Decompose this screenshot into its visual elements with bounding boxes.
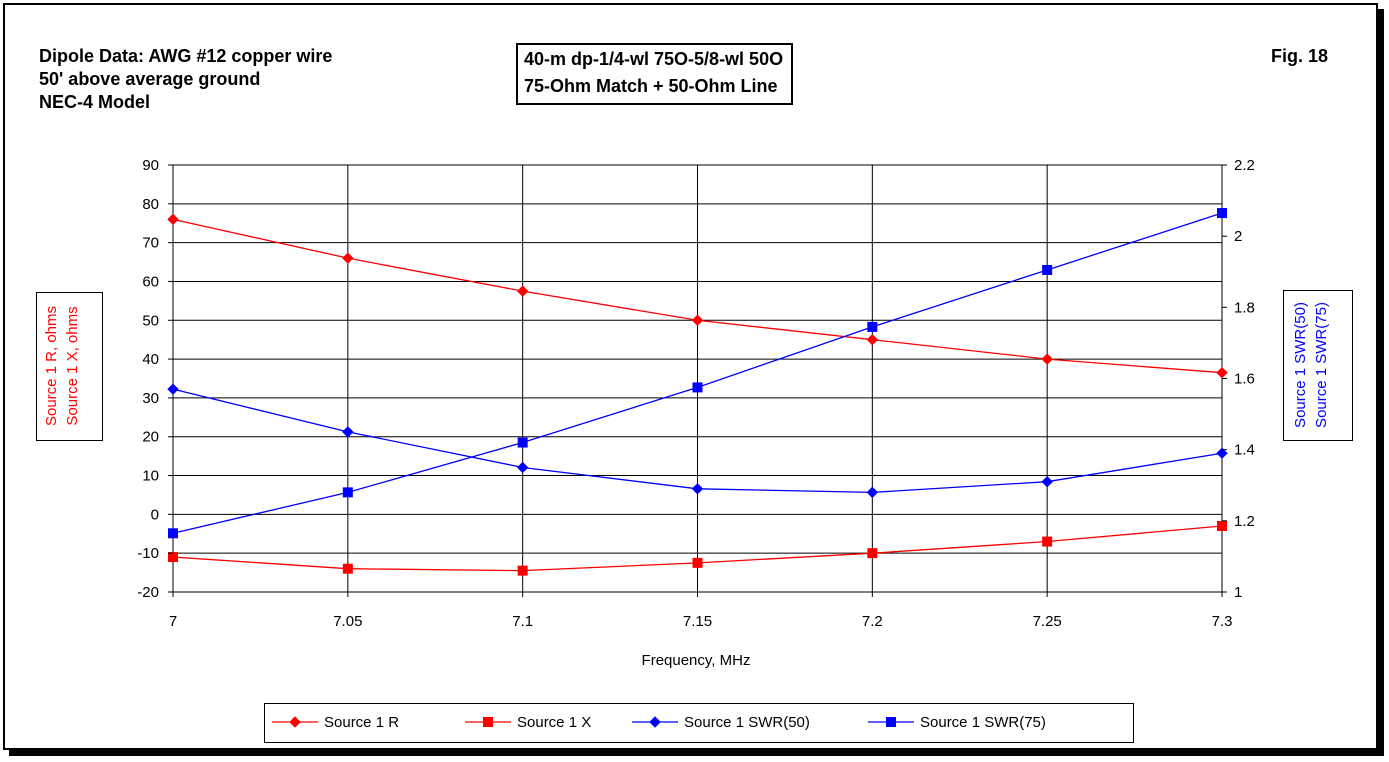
data-point	[1042, 536, 1053, 547]
data-point	[167, 213, 179, 226]
series-layer	[167, 208, 1228, 576]
tick-labels: -20 -10 0 10 20 30 40 50 60 70 80 90 1 1.2 1.4 1.6 1.8 2 2…	[137, 157, 1255, 630]
right-axis-title: Source 1 SWR(50) Source 1 SWR(75)	[1292, 302, 1330, 428]
left-tick-label: -10	[137, 545, 159, 562]
left-tick-label: -20	[137, 584, 159, 601]
data-point	[168, 528, 178, 539]
legend-item: Source 1 X	[465, 714, 591, 731]
right-tick-label: 1.2	[1234, 513, 1255, 530]
data-point	[1216, 447, 1228, 459]
right-tick-label: 1.6	[1234, 371, 1255, 388]
legend-label: Source 1 SWR(50)	[684, 714, 810, 731]
right-tick-label: 1	[1234, 584, 1242, 601]
x-tick-label: 7.15	[683, 613, 712, 630]
x-tick-label: 7.3	[1212, 613, 1233, 630]
right-tick-label: 2	[1234, 228, 1242, 245]
left-tick-label: 40	[142, 351, 159, 368]
series-source-1-swr-50	[167, 383, 1228, 499]
left-tick-label: 20	[142, 429, 159, 446]
legend: Source 1 R Source 1 X Source 1 SWR(50) Sour…	[272, 714, 1046, 731]
left-tick-label: 0	[151, 506, 159, 523]
left-axis-label-box	[36, 292, 103, 441]
right-tick-label: 1.8	[1234, 299, 1255, 316]
left-tick-label: 30	[142, 390, 159, 407]
legend-label: Source 1 R	[324, 714, 399, 731]
chart-title-box: 40-m dp-1/4-wl 75O-5/8-wl 50O 75-Ohm Mat…	[516, 43, 794, 105]
data-point	[866, 333, 879, 346]
left-tick-label: 10	[142, 468, 159, 485]
series-source-1-r	[167, 213, 1228, 379]
right-tick-label: 2.2	[1234, 157, 1255, 174]
data-point	[517, 437, 528, 448]
left-axis-label-line: Source 1 R, ohms	[43, 306, 60, 426]
data-point	[342, 563, 353, 574]
x-tick-label: 7	[169, 613, 177, 630]
data-point	[516, 461, 529, 474]
left-tick-label: 80	[142, 196, 159, 213]
x-tick-label: 7.05	[333, 613, 362, 630]
data-point	[517, 565, 528, 576]
data-point	[168, 552, 178, 563]
chart-title-line: 75-Ohm Match + 50-Ohm Line	[524, 76, 778, 96]
legend-marker	[289, 716, 301, 728]
left-tick-label: 70	[142, 235, 159, 252]
x-tick-label: 7.2	[862, 613, 883, 630]
figure-label: Fig. 18	[1270, 46, 1328, 66]
x-axis-label: Frequency, MHz	[642, 652, 751, 669]
legend-label: Source 1 SWR(75)	[920, 714, 1046, 731]
right-axis-label-line: Source 1 SWR(50)	[1292, 302, 1309, 428]
data-point	[691, 483, 704, 495]
series-source-1-swr-75	[168, 208, 1227, 539]
legend-item: Source 1 SWR(50)	[632, 714, 810, 731]
legend-marker	[483, 717, 493, 727]
data-point	[691, 314, 704, 326]
left-axis-label-line: Source 1 X, ohms	[64, 306, 81, 425]
legend-marker	[886, 717, 896, 727]
grid-lines	[172, 164, 1223, 593]
header-notes: Dipole Data: AWG #12 copper wire 50' abo…	[39, 45, 332, 114]
chart-title-line: 40-m dp-1/4-wl 75O-5/8-wl 50O	[524, 49, 784, 69]
left-tick-label: 50	[142, 312, 159, 329]
header-note-line: Dipole Data: AWG #12 copper wire	[39, 46, 333, 66]
left-axis-title: Source 1 R, ohms Source 1 X, ohms	[43, 306, 81, 426]
right-tick-label: 1.4	[1234, 442, 1255, 459]
data-point	[867, 321, 878, 332]
data-point	[342, 252, 354, 264]
data-point	[1041, 353, 1053, 365]
left-tick-label: 90	[142, 157, 159, 174]
data-point	[1042, 264, 1053, 275]
data-point	[516, 285, 529, 297]
legend-item: Source 1 R	[272, 714, 399, 731]
data-point	[867, 548, 878, 559]
data-point	[167, 383, 179, 395]
data-point	[1041, 475, 1053, 488]
right-axis-label-line: Source 1 SWR(75)	[1313, 302, 1330, 428]
x-tick-label: 7.1	[512, 613, 533, 630]
data-point	[1217, 208, 1227, 219]
data-point	[1217, 521, 1227, 532]
header-note-line: NEC-4 Model	[39, 92, 151, 112]
x-tick-label: 7.25	[1033, 613, 1062, 630]
legend-marker	[649, 716, 661, 728]
data-point	[342, 426, 354, 438]
left-tick-label: 60	[142, 273, 159, 290]
legend-box	[264, 703, 1134, 743]
header-note-line: 50' above average ground	[39, 69, 261, 89]
data-point	[1216, 366, 1228, 379]
data-point	[692, 382, 703, 393]
legend-item: Source 1 SWR(75)	[868, 714, 1046, 731]
data-point	[342, 487, 353, 498]
legend-label: Source 1 X	[517, 714, 591, 731]
data-point	[692, 557, 703, 568]
data-point	[866, 486, 879, 499]
right-axis-label-box	[1283, 290, 1353, 441]
series-source-1-x	[168, 521, 1227, 576]
